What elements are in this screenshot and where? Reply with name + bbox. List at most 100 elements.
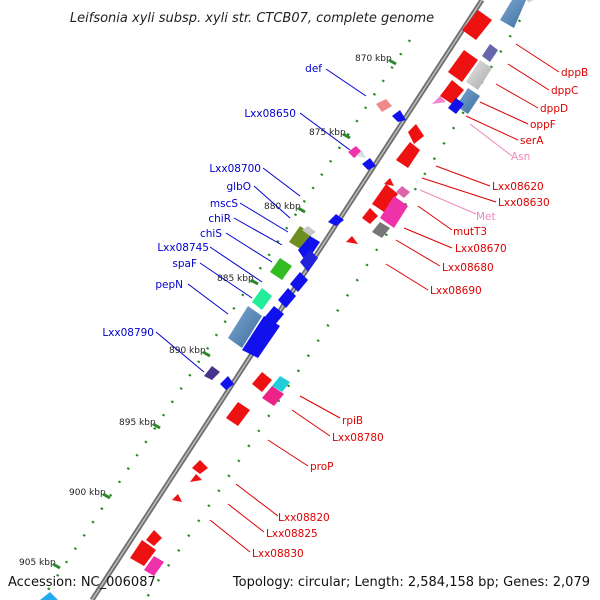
gene-arrow[interactable]: [362, 158, 376, 170]
gene-label-asn[interactable]: Asn: [511, 151, 530, 163]
gene-arrow[interactable]: [346, 236, 358, 244]
connector-line: [403, 227, 453, 249]
gene-label-lxx08620[interactable]: Lxx08620: [492, 181, 544, 193]
gene-block[interactable]: [252, 288, 272, 310]
forward-strand-features: [130, 0, 526, 576]
gene-arrow[interactable]: [384, 178, 394, 186]
connector-line: [419, 189, 477, 215]
gene-block[interactable]: [396, 186, 410, 198]
genome-stats-text: Topology: circular; Length: 2,584,158 bp…: [232, 575, 590, 590]
gene-arrow[interactable]: [392, 110, 406, 122]
map-title: Leifsonia xyli subsp. xyli str. CTCB07, …: [70, 11, 434, 26]
gene-label-def[interactable]: def: [305, 63, 322, 75]
gene-arrow[interactable]: [220, 376, 234, 390]
gene-block[interactable]: [372, 222, 390, 238]
ruler-major-tick: [52, 562, 61, 570]
gene-label-chir[interactable]: chiR: [208, 213, 231, 225]
connector-line: [299, 112, 351, 151]
gene-label-lxx08790[interactable]: Lxx08790: [102, 327, 154, 339]
gene-label-lxx08745[interactable]: Lxx08745: [157, 242, 209, 254]
gene-block[interactable]: [204, 366, 220, 380]
ruler-major-tick: [297, 206, 306, 214]
gene-label-dppd[interactable]: dppD: [540, 103, 568, 115]
gene-arrow[interactable]: [396, 142, 420, 168]
gene-arrow[interactable]: [380, 196, 408, 228]
gene-arrow[interactable]: [242, 316, 280, 358]
connector-line: [299, 395, 341, 419]
gene-arrow[interactable]: [462, 10, 492, 40]
ruler-label-895: 895 kbp: [119, 418, 156, 428]
gene-label-mscs[interactable]: mscS: [210, 198, 238, 210]
gene-label-lxx08680[interactable]: Lxx08680: [442, 262, 494, 274]
gene-label-rpib[interactable]: rpiB: [342, 415, 363, 427]
gene-label-lxx08690[interactable]: Lxx08690: [430, 285, 482, 297]
gene-label-glbo[interactable]: glbO: [226, 181, 251, 193]
gene-block[interactable]: [272, 376, 290, 392]
gene-arrow[interactable]: [146, 530, 162, 546]
gene-block[interactable]: [270, 258, 292, 280]
gene-block[interactable]: [448, 98, 464, 114]
gene-arrow[interactable]: [192, 460, 208, 474]
gene-arrow[interactable]: [172, 494, 182, 502]
gene-block[interactable]: [40, 592, 58, 600]
gene-arrow[interactable]: [372, 184, 398, 212]
gene-label-met[interactable]: Met: [476, 211, 496, 223]
gene-label-lxx08670[interactable]: Lxx08670: [455, 243, 507, 255]
gene-block[interactable]: [228, 306, 262, 348]
connector-line: [469, 123, 513, 157]
gene-label-dppb[interactable]: dppB: [561, 67, 588, 79]
gene-arrow[interactable]: [376, 99, 392, 112]
gene-arrow[interactable]: [262, 386, 284, 406]
gene-arrow[interactable]: [290, 272, 308, 292]
gene-arrow[interactable]: [278, 288, 296, 308]
gene-label-pepn[interactable]: pepN: [155, 279, 183, 291]
gene-arrow[interactable]: [448, 50, 478, 82]
gene-block[interactable]: [456, 88, 480, 114]
genome-backbone: [89, 0, 534, 600]
gene-block[interactable]: [466, 60, 492, 90]
ruler-label-900: 900 kbp: [69, 488, 106, 498]
gene-label-lxx08830[interactable]: Lxx08830: [252, 548, 304, 560]
gene-arrow[interactable]: [432, 96, 446, 104]
gene-block[interactable]: [482, 44, 498, 62]
ruler-major-tick: [152, 422, 161, 430]
ruler-major-tick: [342, 132, 351, 140]
gene-label-lxx08780[interactable]: Lxx08780: [332, 432, 384, 444]
gene-label-sera[interactable]: serA: [520, 135, 544, 147]
connector-line: [225, 232, 273, 263]
gene-arrow[interactable]: [298, 236, 320, 262]
ruler-major-tick: [202, 350, 211, 358]
gene-arrow[interactable]: [252, 372, 272, 392]
gene-label-lxx08700[interactable]: Lxx08700: [209, 163, 261, 175]
gene-label-dppc[interactable]: dppC: [551, 85, 578, 97]
gene-label-prop[interactable]: proP: [310, 461, 334, 473]
gene-label-lxx08630[interactable]: Lxx08630: [498, 197, 550, 209]
gene-arrow[interactable]: [328, 214, 344, 226]
gene-arrow[interactable]: [356, 150, 366, 158]
gene-label-oppf[interactable]: oppF: [530, 119, 556, 131]
gene-arrow[interactable]: [300, 250, 318, 272]
gene-label-lxx08825[interactable]: Lxx08825: [266, 528, 318, 540]
gene-label-lxx08820[interactable]: Lxx08820: [278, 512, 330, 524]
gene-arrow[interactable]: [190, 474, 202, 482]
ruler-dots: [46, 19, 522, 600]
gene-block[interactable]: [302, 226, 316, 236]
ruler-major-tick: [250, 278, 259, 286]
gene-arrow[interactable]: [226, 402, 250, 426]
connector-line: [155, 331, 205, 373]
connector-line: [267, 439, 309, 467]
gene-label-mutt3[interactable]: mutT3: [453, 226, 487, 238]
gene-arrow[interactable]: [440, 80, 464, 104]
gene-arrow[interactable]: [408, 124, 424, 144]
gene-arrow[interactable]: [362, 208, 378, 224]
gene-block[interactable]: [144, 556, 164, 576]
gene-label-spaf[interactable]: spaF: [172, 258, 197, 270]
connector-line: [239, 202, 289, 233]
gene-arrow[interactable]: [500, 0, 526, 28]
gene-label-lxx08650[interactable]: Lxx08650: [244, 108, 296, 120]
gene-label-chis[interactable]: chiS: [200, 228, 222, 240]
gene-arrow[interactable]: [348, 146, 362, 158]
gene-arrow[interactable]: [130, 540, 156, 566]
reverse-strand-features: [40, 99, 406, 600]
